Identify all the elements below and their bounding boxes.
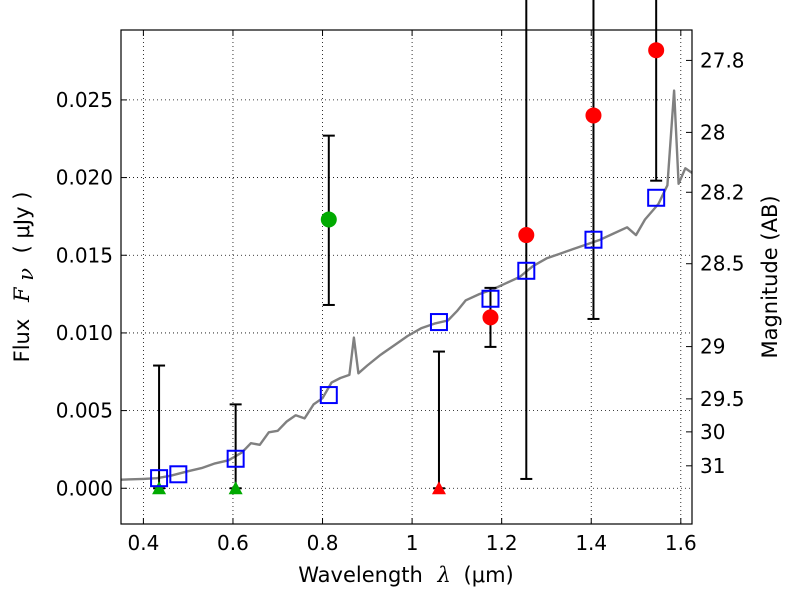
model-point-marker [169,465,188,484]
x-axis-label-text: Wavelength [298,563,423,587]
y-tick-label: 0.025 [56,88,113,112]
upper-limit-marker [228,481,243,495]
detection-marker [585,107,602,124]
mag-tick-label: 28 [700,120,725,144]
grid [121,30,692,524]
mag-tick-label: 27.8 [700,48,745,72]
model-point-marker [319,386,338,405]
model-point-marker [429,313,448,332]
mag-tick-label: 31 [700,454,725,478]
marker-layer [150,42,666,495]
y-tick-label: 0.005 [56,399,113,423]
y2-axis-label: Magnitude (AB) [758,195,782,358]
y-axis-label-text: Flux [10,319,34,363]
plot-frame [120,29,693,525]
upper-limit-marker [152,481,167,495]
y-axis-label: Flux F ν ( μJy ) [10,192,38,363]
x-tick-label: 0.6 [217,531,249,555]
mag-tick-label: 30 [700,420,725,444]
mag-tick-label: 29 [700,335,725,359]
y-tick-label: 0.000 [56,476,113,500]
x-tick-label: 1.2 [486,531,518,555]
model-point-marker [150,469,169,488]
upper-limit-marker [431,481,446,495]
model-point-marker [226,449,245,468]
detection-marker [518,227,535,244]
tick-layer: 0.4 0.6 0.8 1 1.2 1.4 1.6 0.000 0.005 0.010 0.015 0… [56,30,745,555]
detection-marker [482,309,499,326]
model-spectrum-line [120,89,693,481]
x-tick-label: 1 [406,531,419,555]
y-tick-label: 0.015 [56,243,113,267]
model-spectrum-layer [120,89,693,481]
x-axis-label: Wavelength λ (μm) [298,563,513,587]
model-point-marker [481,289,500,308]
y-tick-label: 0.020 [56,166,113,190]
model-point-marker [647,188,666,207]
y-axis-label-sub: ν [14,268,38,281]
y-axis-label-unit: ( μJy ) [10,192,34,254]
x-tick-label: 0.4 [127,531,159,555]
mag-tick-label: 28.2 [700,180,745,204]
detection-marker [648,42,665,59]
x-axis-label-unit: (μm) [464,563,514,587]
model-point-marker [517,261,536,280]
x-tick-label: 1.4 [575,531,607,555]
mag-tick-label: 29.5 [700,387,745,411]
x-axis-label-symbol: λ [437,563,451,587]
y-tick-label: 0.010 [56,321,113,345]
mag-tick-label: 28.5 [700,252,745,276]
y-axis-label-symbol: F [10,286,34,303]
model-point-marker [584,230,603,249]
x-tick-label: 0.8 [307,531,339,555]
x-tick-label: 1.6 [665,531,697,555]
detection-marker [320,211,337,228]
